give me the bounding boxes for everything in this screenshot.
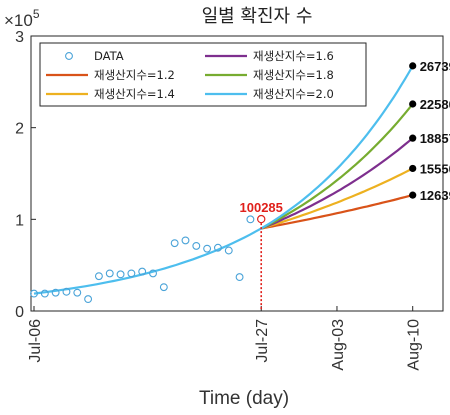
legend: DATA 재생산지수=1.6 재생산지수=1.2 재생산지수=1.8 재생산지수=1.4…: [39, 42, 367, 107]
x-tick-label: Jul-06: [27, 319, 44, 363]
series-end-label-4: 225806: [420, 97, 450, 112]
data-point: [84, 295, 93, 304]
fit-curve-layer: [33, 227, 262, 295]
series-line-4: [260, 103, 414, 230]
x-tick-label: Jul-27: [254, 319, 271, 363]
data-point: [62, 287, 71, 296]
legend-box: [39, 42, 367, 107]
legend-label-5: 재생산지수=1.4: [94, 87, 175, 101]
axis-ticks: [31, 35, 414, 312]
chart-title: 일별 확진자 수: [202, 6, 313, 27]
y-tick-label: 0: [15, 304, 24, 321]
data-point: [73, 288, 82, 297]
y-tick-labels: 0 1 2 3: [15, 29, 24, 321]
x-tick-label: Aug-03: [330, 319, 347, 371]
data-point: [127, 269, 136, 278]
highlight-layer: 100285: [240, 200, 283, 311]
data-point: [51, 288, 60, 297]
legend-label-6: 재생산지수=2.0: [253, 87, 334, 101]
data-point: [149, 269, 157, 278]
highlight-marker: [257, 214, 266, 224]
data-point: [116, 270, 125, 279]
legend-label-2: 재생산지수=1.6: [253, 49, 334, 63]
series-end-marker-4: [409, 100, 417, 108]
y-tick-label: 3: [15, 29, 24, 46]
y-exponent-label: ×105: [4, 7, 40, 30]
series-end-marker-5: [409, 62, 417, 70]
data-point: [30, 289, 38, 298]
y-exponent-power: 5: [33, 7, 40, 21]
series-line-3: [260, 137, 414, 230]
x-tick-label: Aug-10: [406, 319, 423, 371]
series-end-label-5: 267394: [420, 59, 450, 74]
data-point: [181, 236, 190, 245]
series-line-5: [260, 65, 414, 230]
series-end-label-1: 126398: [420, 188, 450, 203]
series-line-2: [260, 167, 414, 230]
series-end-marker-3: [409, 134, 417, 142]
data-point: [170, 239, 179, 248]
plot-area: [30, 35, 444, 312]
data-point: [224, 246, 233, 255]
series-end-marker-1: [409, 191, 417, 199]
data-point: [94, 272, 103, 281]
x-axis-label: Time (day): [199, 388, 289, 409]
end-labels: 126398 155507 188571 225806 267394: [409, 59, 450, 203]
data-point: [40, 289, 49, 298]
series-layer: [260, 65, 414, 230]
data-point: [105, 269, 114, 278]
data-point: [213, 243, 222, 252]
series-end-label-2: 155507: [420, 161, 450, 176]
data-point: [138, 267, 147, 276]
data-point: [235, 273, 244, 282]
legend-marker-data: [65, 52, 73, 60]
y-exponent-base: ×10: [4, 11, 33, 30]
fit-curve: [33, 227, 262, 295]
highlight-label: 100285: [240, 200, 283, 215]
data-point: [192, 241, 201, 250]
data-point: [203, 244, 212, 253]
data-points: [30, 215, 255, 304]
legend-label-1: DATA: [94, 49, 124, 63]
data-point: [159, 283, 168, 292]
series-end-marker-2: [409, 164, 417, 173]
series-line-1: [261, 194, 413, 230]
y-tick-label: 2: [15, 121, 24, 138]
legend-items: DATA 재생산지수=1.6 재생산지수=1.2 재생산지수=1.8 재생산지수=1.4…: [46, 49, 334, 101]
legend-label-3: 재생산지수=1.2: [94, 68, 175, 82]
data-point: [246, 215, 255, 224]
y-tick-label: 1: [15, 212, 24, 229]
series-end-label-3: 188571: [420, 131, 450, 146]
legend-label-4: 재생산지수=1.8: [253, 68, 334, 82]
x-tick-labels: Jul-06 Jul-27 Aug-03 Aug-10: [27, 319, 423, 371]
